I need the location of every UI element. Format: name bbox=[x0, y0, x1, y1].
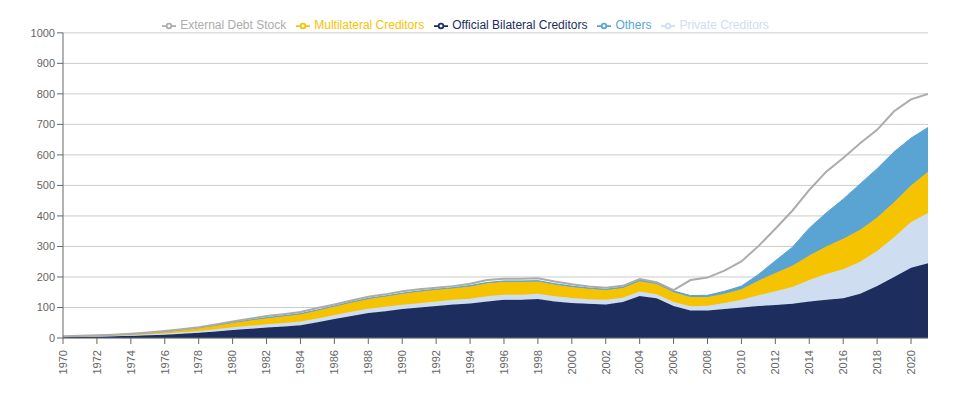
svg-text:2006: 2006 bbox=[667, 350, 679, 374]
svg-text:1984: 1984 bbox=[294, 350, 306, 374]
svg-text:700: 700 bbox=[37, 118, 55, 130]
html-text:Multilateral Creditors: Multilateral Creditors bbox=[314, 18, 425, 32]
svg-text:2008: 2008 bbox=[701, 350, 713, 374]
svg-text:600: 600 bbox=[37, 149, 55, 161]
svg-text:1986: 1986 bbox=[328, 350, 340, 374]
svg-text:1990: 1990 bbox=[396, 350, 408, 374]
svg-text:1974: 1974 bbox=[125, 350, 137, 374]
svg-text:1998: 1998 bbox=[532, 350, 544, 374]
svg-text:1982: 1982 bbox=[260, 350, 272, 374]
html-text:Private Creditors: Private Creditors bbox=[679, 18, 769, 32]
svg-text:800: 800 bbox=[37, 88, 55, 100]
svg-text:2018: 2018 bbox=[871, 350, 883, 374]
html-text:Others: Others bbox=[615, 18, 652, 32]
html-text:Official Bilateral Creditors: Official Bilateral Creditors bbox=[452, 18, 588, 32]
svg-text:2000: 2000 bbox=[566, 350, 578, 374]
svg-text:400: 400 bbox=[37, 210, 55, 222]
svg-text:2002: 2002 bbox=[600, 350, 612, 374]
svg-text:1980: 1980 bbox=[226, 350, 238, 374]
svg-text:1992: 1992 bbox=[430, 350, 442, 374]
svg-text:1996: 1996 bbox=[498, 350, 510, 374]
svg-text:100: 100 bbox=[37, 301, 55, 313]
svg-text:1988: 1988 bbox=[362, 350, 374, 374]
svg-text:1970: 1970 bbox=[57, 350, 69, 374]
svg-text:2010: 2010 bbox=[735, 350, 747, 374]
svg-text:1994: 1994 bbox=[464, 350, 476, 374]
svg-text:2014: 2014 bbox=[803, 350, 815, 374]
svg-text:1972: 1972 bbox=[91, 350, 103, 374]
svg-text:500: 500 bbox=[37, 179, 55, 191]
svg-text:2004: 2004 bbox=[633, 350, 645, 374]
svg-text:1978: 1978 bbox=[192, 350, 204, 374]
html-text:External Debt Stock: External Debt Stock bbox=[180, 18, 287, 32]
svg-text:1976: 1976 bbox=[159, 350, 171, 374]
svg-text:1000: 1000 bbox=[31, 27, 55, 39]
svg-text:300: 300 bbox=[37, 240, 55, 252]
svg-text:200: 200 bbox=[37, 271, 55, 283]
svg-text:2012: 2012 bbox=[769, 350, 781, 374]
svg-text:0: 0 bbox=[49, 332, 55, 344]
svg-text:2020: 2020 bbox=[905, 350, 917, 374]
svg-text:900: 900 bbox=[37, 57, 55, 69]
svg-text:2016: 2016 bbox=[837, 350, 849, 374]
